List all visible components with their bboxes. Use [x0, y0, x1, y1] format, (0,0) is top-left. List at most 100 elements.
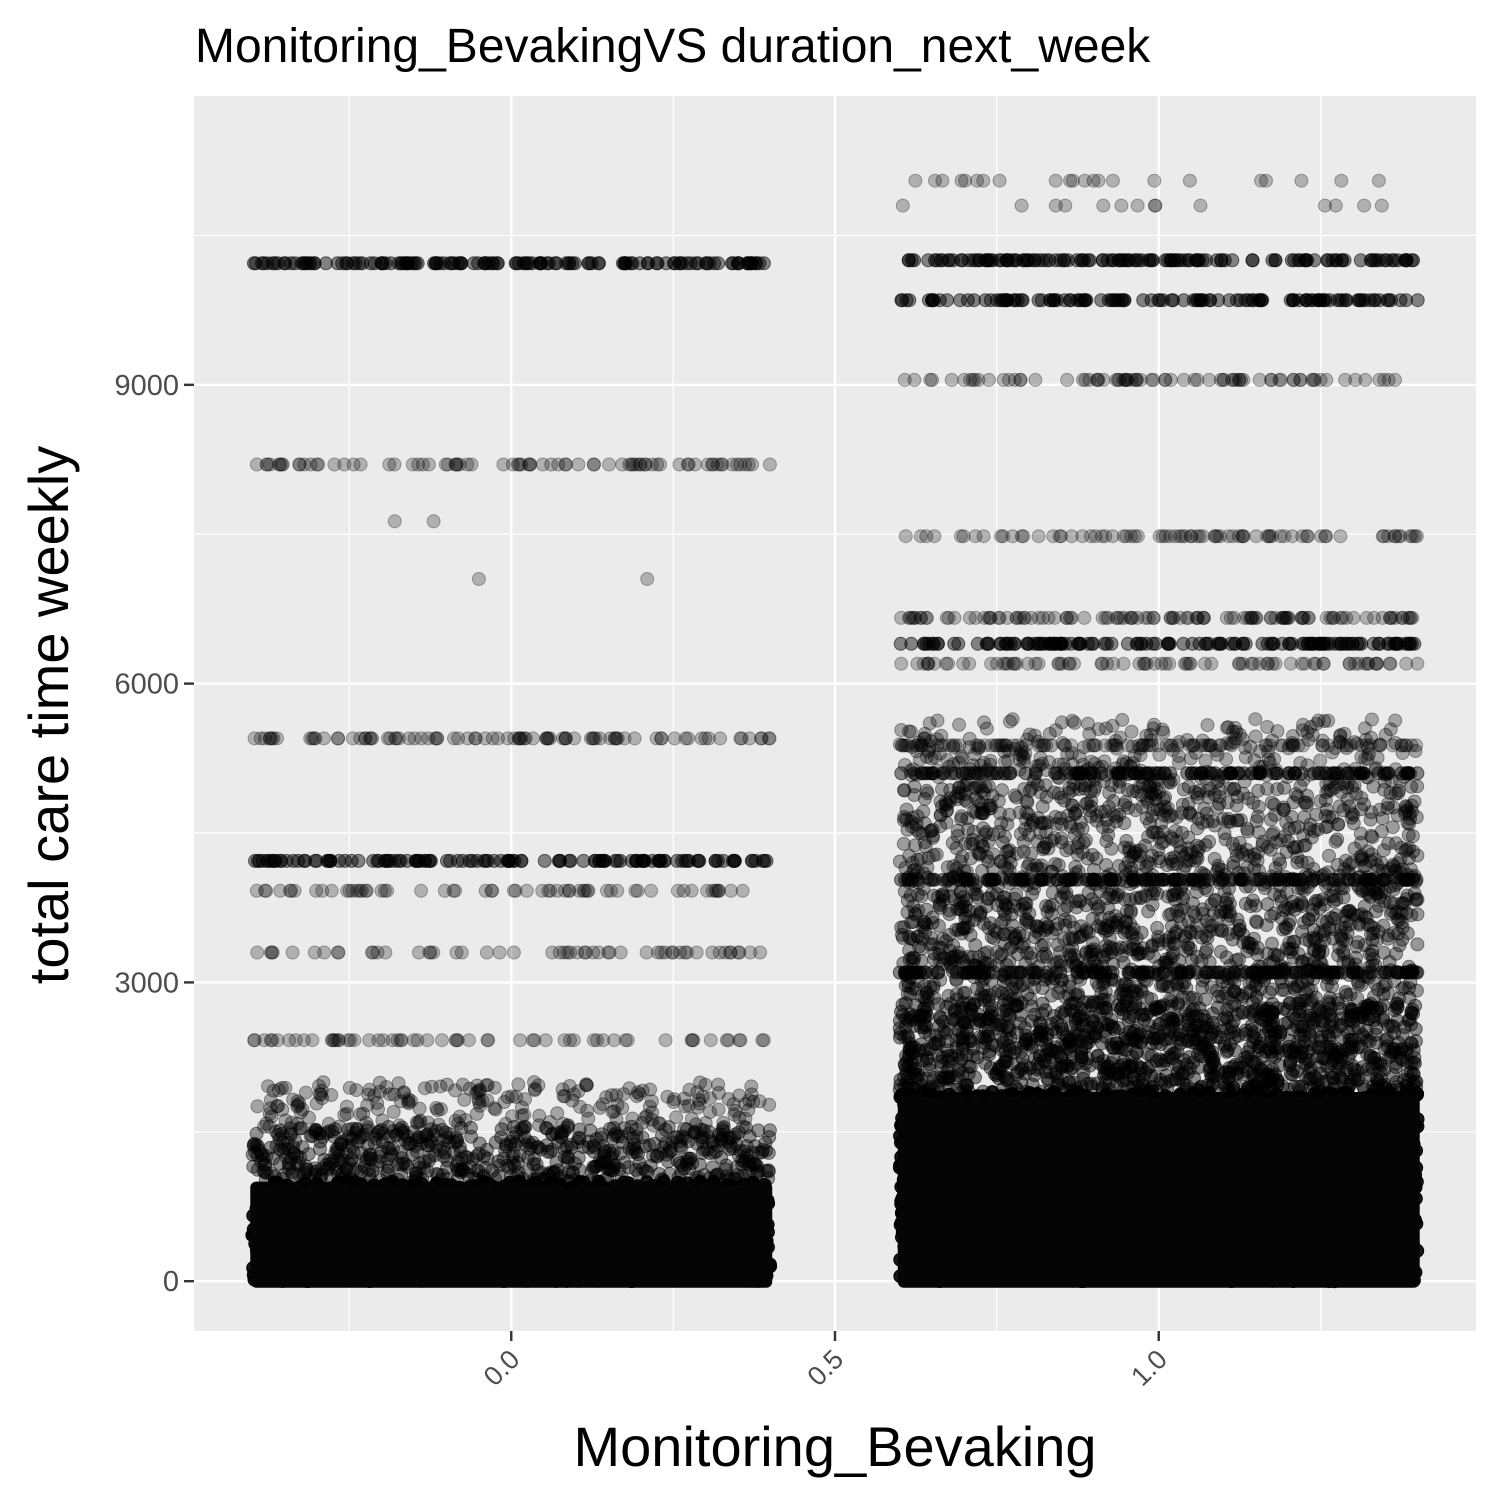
- data-point: [481, 1033, 496, 1048]
- data-point: [279, 1149, 294, 1164]
- data-point: [691, 853, 706, 868]
- data-point: [476, 1170, 491, 1185]
- data-point: [430, 1103, 445, 1118]
- data-point: [297, 853, 312, 868]
- data-point: [295, 1140, 310, 1155]
- data-point: [563, 853, 578, 868]
- data-point: [451, 1116, 466, 1131]
- data-point: [422, 1150, 437, 1165]
- data-point: [681, 1098, 696, 1113]
- data-point: [337, 457, 352, 472]
- data-point: [505, 1109, 520, 1124]
- data-point: [602, 945, 617, 960]
- data-point: [457, 1092, 472, 1107]
- data-point: [570, 945, 585, 960]
- data-point: [744, 853, 759, 868]
- data-point: [698, 1077, 713, 1092]
- data-point: [705, 457, 720, 472]
- data-point: [307, 945, 322, 960]
- data-point: [417, 1081, 432, 1096]
- data-point: [408, 1173, 423, 1188]
- data-point: [316, 731, 331, 746]
- data-point: [649, 731, 664, 746]
- data-point: [255, 256, 269, 271]
- data-point: [511, 1077, 526, 1092]
- data-point: [633, 457, 648, 472]
- data-point: [332, 853, 347, 868]
- data-point: [677, 1131, 692, 1146]
- data-point: [471, 572, 486, 586]
- data-point: [632, 256, 647, 271]
- data-point: [279, 853, 294, 868]
- data-point: [688, 457, 702, 472]
- data-point: [759, 853, 774, 868]
- data-point: [595, 1139, 610, 1154]
- data-point: [576, 853, 591, 868]
- data-point: [541, 883, 556, 898]
- data-point: [744, 1079, 759, 1094]
- data-point: [404, 256, 419, 271]
- data-point: [305, 1033, 320, 1048]
- data-point: [635, 1083, 650, 1098]
- data-point: [703, 1033, 718, 1048]
- data-point: [426, 945, 441, 960]
- data-point: [411, 457, 426, 472]
- data-point: [247, 1033, 262, 1048]
- data-point: [508, 883, 523, 898]
- data-point: [478, 853, 493, 868]
- data-point: [312, 1087, 327, 1102]
- data-point: [285, 1167, 300, 1182]
- data-point: [678, 853, 693, 868]
- data-point: [481, 256, 496, 271]
- data-point: [615, 1129, 629, 1144]
- data-point: [662, 1141, 677, 1155]
- data-point: [480, 1093, 495, 1108]
- data-point: [653, 457, 668, 472]
- data-point: [479, 1078, 494, 1093]
- data-point: [526, 1157, 541, 1172]
- data-point: [353, 457, 368, 472]
- data-point: [552, 1170, 567, 1185]
- data-point: [670, 883, 685, 898]
- data-point: [708, 853, 723, 868]
- data-point: [607, 1033, 622, 1048]
- data-point: [542, 1115, 557, 1129]
- data-point: [558, 731, 573, 746]
- data-point: [590, 1174, 605, 1189]
- data-point: [376, 1033, 391, 1048]
- data-point: [437, 1145, 452, 1160]
- data-point: [479, 945, 494, 960]
- data-point: [339, 1162, 354, 1177]
- data-point: [257, 1119, 271, 1134]
- data-point: [603, 731, 618, 746]
- data-point: [462, 1033, 476, 1048]
- data-point: [389, 731, 404, 746]
- data-point: [315, 883, 330, 898]
- data-point: [423, 1133, 438, 1148]
- data-point: [335, 256, 350, 271]
- data-point: [375, 256, 389, 271]
- data-point: [616, 1087, 631, 1102]
- data-point: [755, 1033, 770, 1048]
- data-point: [392, 1118, 407, 1133]
- data-point: [271, 1083, 286, 1097]
- data-point: [751, 1123, 766, 1138]
- data-point: [744, 256, 759, 271]
- data-point: [707, 256, 722, 271]
- data-point: [409, 853, 424, 868]
- data-point: [522, 457, 537, 472]
- data-point: [265, 945, 280, 960]
- data-point: [297, 457, 312, 472]
- data-point: [762, 1097, 777, 1112]
- data-point: [371, 1102, 385, 1117]
- data-point: [653, 853, 668, 868]
- data-point: [754, 731, 769, 746]
- data-point: [735, 883, 750, 898]
- data-point: [513, 1033, 528, 1048]
- data-point: [491, 731, 505, 746]
- data-point: [645, 1105, 660, 1120]
- data-point: [625, 1145, 640, 1159]
- data-point: [348, 1125, 363, 1140]
- data-point: [330, 731, 345, 746]
